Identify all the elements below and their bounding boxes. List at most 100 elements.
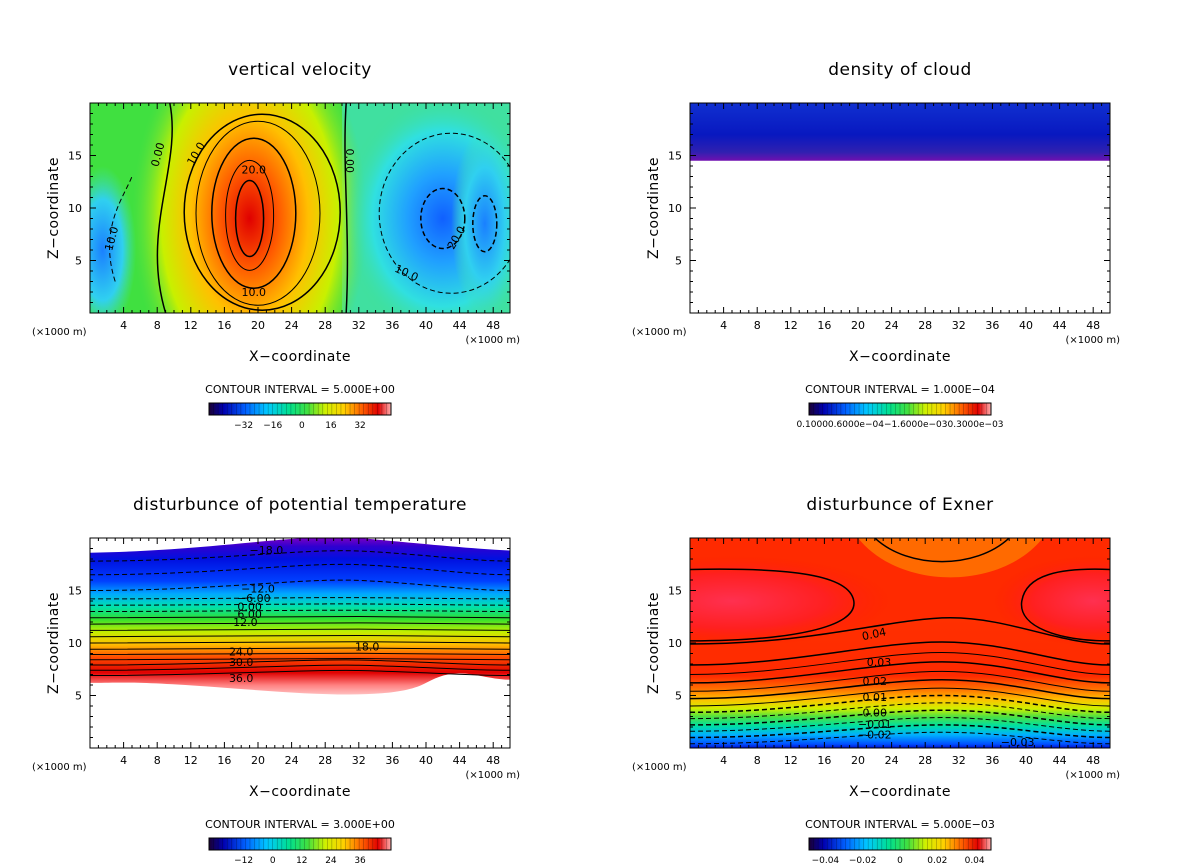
- x-tick-label: 12: [784, 319, 798, 332]
- contour-label: 36.0: [229, 672, 254, 685]
- contour-line: [690, 724, 1110, 739]
- x-tick-label: 8: [154, 754, 161, 767]
- edge-downdraft: [90, 166, 137, 313]
- contour-line: [690, 661, 1110, 684]
- contour-line: [420, 187, 466, 250]
- contour-line: [90, 641, 510, 644]
- y-axis-label: Z−coordinate: [46, 157, 62, 259]
- x-unit-left: (×1000 m): [32, 762, 87, 773]
- colorbar-tick-label: 0.10000.6000e−04−1.6000e−030.3000e−03: [796, 420, 1003, 430]
- plot-area: [690, 103, 1110, 161]
- x-axis-label: X−coordinate: [249, 349, 351, 365]
- contour-label: −0.01: [858, 718, 892, 731]
- contour-label: −12.0: [241, 583, 275, 596]
- contour-line: [690, 617, 1110, 645]
- x-tick-label: 8: [154, 319, 161, 332]
- y-tick-label: 15: [68, 585, 82, 598]
- x-unit-left: (×1000 m): [32, 327, 87, 338]
- x-tick-label: 44: [453, 319, 467, 332]
- x-tick-label: 24: [285, 319, 299, 332]
- x-tick-label: 44: [453, 754, 467, 767]
- x-tick-label: 44: [1053, 319, 1067, 332]
- contour-line: [90, 550, 510, 562]
- x-tick-label: 24: [285, 754, 299, 767]
- contour-line: [90, 616, 510, 619]
- contour-line: [690, 687, 1110, 707]
- x-unit-right: (×1000 m): [465, 335, 520, 346]
- contour-interval: CONTOUR INTERVAL = 5.000E+00: [205, 383, 395, 396]
- contour-line: [690, 717, 1110, 732]
- colorbar-tick-label: 32: [354, 421, 365, 431]
- x-tick-label: 20: [251, 319, 265, 332]
- x-tick-label: 12: [184, 319, 198, 332]
- contour-line: [211, 137, 297, 289]
- contour-line: [90, 579, 510, 591]
- x-tick-label: 40: [1019, 754, 1033, 767]
- contour-line: [183, 113, 341, 311]
- y-tick-label: 5: [675, 255, 682, 268]
- y-axis-label: Z−coordinate: [46, 592, 62, 694]
- x-tick-label: 16: [217, 319, 231, 332]
- downdraft-field-2: [451, 129, 510, 313]
- colorbar-tick-label: 24: [325, 856, 337, 866]
- contour-line: [90, 603, 510, 606]
- contour-label: 0.00: [149, 141, 168, 168]
- y-axis-label: Z−coordinate: [646, 157, 662, 259]
- contour-line: [90, 609, 510, 612]
- y-axis-label: Z−coordinate: [646, 592, 662, 694]
- y-tick-label: 15: [668, 585, 682, 598]
- contour-line: [90, 628, 510, 631]
- contour-label: 0.03: [867, 656, 892, 669]
- contour-line: [234, 179, 265, 258]
- contour-line: [690, 678, 1110, 700]
- contour-label: 20.0: [242, 163, 267, 176]
- x-tick-label: 20: [251, 754, 265, 767]
- x-tick-label: 48: [486, 754, 500, 767]
- contour-line: [225, 159, 275, 271]
- contour-line: [195, 120, 321, 306]
- x-axis-label: X−coordinate: [849, 784, 951, 800]
- colorbar-tick-label: 0: [270, 856, 276, 866]
- contour-label: 12.0: [233, 616, 258, 629]
- contour-line: [1020, 568, 1110, 642]
- zero-contour: [156, 103, 173, 313]
- contour-label: 0.04: [861, 625, 888, 643]
- contour-label: 0.00: [863, 707, 888, 720]
- colorbar-tick-label: −0.04: [812, 856, 840, 866]
- contour-label: −0.02: [858, 729, 892, 742]
- colorbar-tick-label: 0: [897, 856, 903, 866]
- contour-line: [90, 622, 510, 625]
- contour-line: [690, 651, 1110, 675]
- contour-line: [690, 641, 1110, 666]
- contour-line: [90, 664, 510, 671]
- x-tick-label: 48: [486, 319, 500, 332]
- x-unit-left: (×1000 m): [632, 762, 687, 773]
- chart-title: density of cloud: [828, 60, 972, 80]
- chart-title: vertical velocity: [228, 60, 372, 80]
- x-tick-label: 4: [720, 754, 727, 767]
- x-tick-label: 44: [1053, 754, 1067, 767]
- colorbar-tick-label: −12: [234, 856, 253, 866]
- y-tick-label: 10: [668, 202, 682, 215]
- downdraft-field: [342, 103, 510, 313]
- chart-panel-3: disturbunce of potential temperature −18.…: [32, 495, 520, 866]
- contour-line: [90, 597, 510, 600]
- x-axis-label: X−coordinate: [849, 349, 951, 365]
- contour-label: 0.00: [343, 149, 356, 174]
- x-tick-label: 20: [851, 319, 865, 332]
- x-tick-label: 28: [918, 319, 932, 332]
- x-tick-label: 16: [217, 754, 231, 767]
- zero-contour: [344, 103, 349, 313]
- x-tick-label: 4: [720, 319, 727, 332]
- y-tick-label: 10: [668, 637, 682, 650]
- x-tick-label: 48: [1086, 754, 1100, 767]
- colorbar: [808, 837, 992, 851]
- x-tick-label: 32: [952, 319, 966, 332]
- contour-label: −6.00: [237, 592, 271, 605]
- contour-label: −18.0: [250, 544, 284, 557]
- contour-line: [90, 659, 510, 666]
- x-tick-label: 8: [754, 319, 761, 332]
